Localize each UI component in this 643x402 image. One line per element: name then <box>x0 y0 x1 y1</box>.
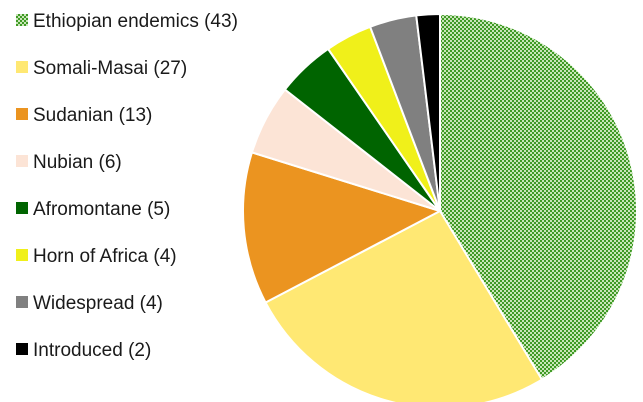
legend-label: Introduced (2) <box>33 340 151 361</box>
pie-slice-ethiopian-endemics <box>439 12 638 381</box>
legend-label: Widespread (4) <box>33 293 163 314</box>
pie-slice-somali-masai <box>264 209 544 402</box>
legend-item-somali-masai: Somali-Masai (27) <box>16 58 187 79</box>
legend-swatch <box>16 249 28 261</box>
legend-label: Horn of Africa (4) <box>33 246 177 267</box>
legend-item-horn-of-africa: Horn of Africa (4) <box>16 246 177 267</box>
legend-label: Ethiopian endemics (43) <box>33 11 238 32</box>
legend-swatch <box>16 14 28 26</box>
legend-item-widespread: Widespread (4) <box>16 293 163 314</box>
legend-swatch <box>16 155 28 167</box>
legend-label: Nubian (6) <box>33 152 122 173</box>
pie-slice-sudanian <box>242 151 443 304</box>
legend-label: Somali-Masai (27) <box>33 58 187 79</box>
legend-swatch <box>16 343 28 355</box>
legend-label: Afromontane (5) <box>33 199 170 220</box>
legend-item-ethiopian-endemics: Ethiopian endemics (43) <box>16 11 238 32</box>
legend-swatch <box>16 202 28 214</box>
legend-item-afromontane: Afromontane (5) <box>16 199 170 220</box>
pie-slice-introduced <box>415 12 441 212</box>
legend-swatch <box>16 296 28 308</box>
legend: Ethiopian endemics (43) Somali-Masai (27)… <box>16 11 238 361</box>
legend-swatch <box>16 108 28 120</box>
legend-label: Sudanian (13) <box>33 105 152 126</box>
legend-swatch <box>16 61 28 73</box>
legend-item-nubian: Nubian (6) <box>16 152 122 173</box>
legend-item-sudanian: Sudanian (13) <box>16 105 152 126</box>
pie-slices <box>242 12 638 402</box>
legend-item-introduced: Introduced (2) <box>16 340 151 361</box>
